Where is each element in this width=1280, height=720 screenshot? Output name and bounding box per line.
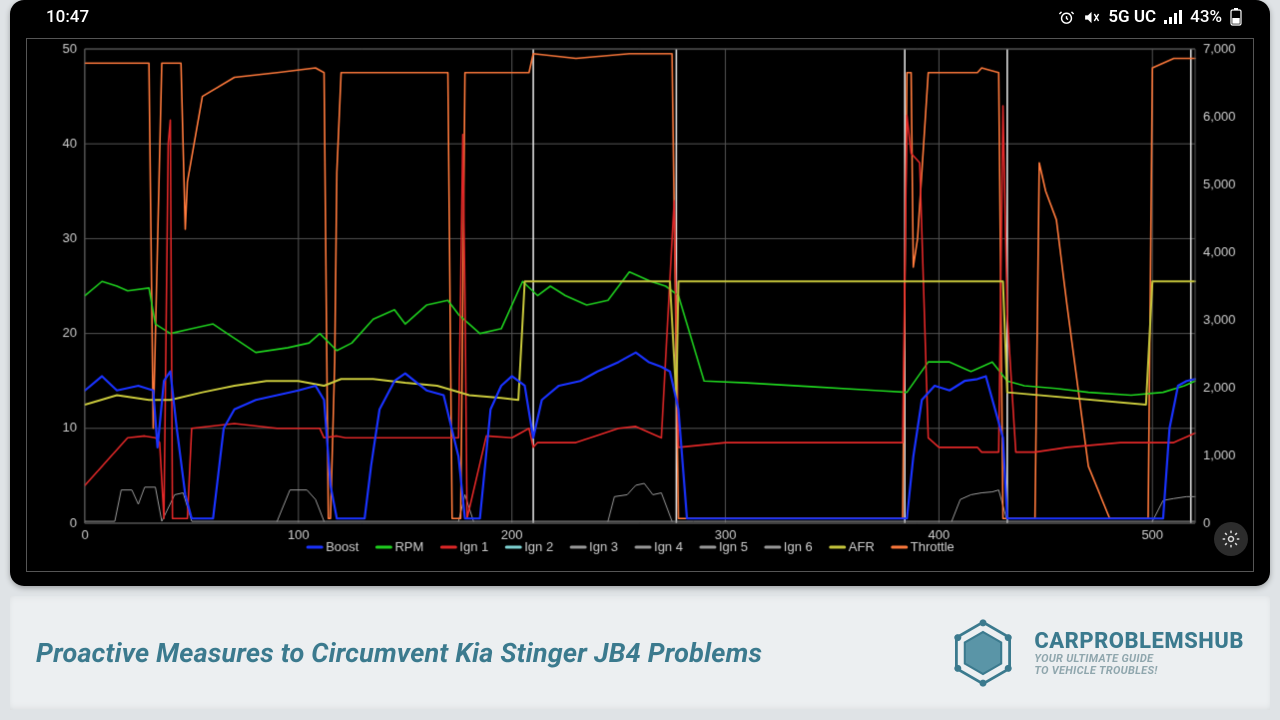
article-banner: Proactive Measures to Circumvent Kia Sti… — [10, 596, 1270, 710]
status-bar: 10:47 5G UC 43% — [10, 0, 1270, 34]
settings-button[interactable] — [1214, 522, 1248, 556]
gear-icon — [1221, 529, 1241, 549]
chart-container — [26, 38, 1254, 572]
brand-name: CARPROBLEMSHUB — [1034, 630, 1244, 653]
mute-icon — [1083, 9, 1100, 26]
status-battery: 43% — [1190, 7, 1222, 27]
status-time: 10:47 — [46, 7, 89, 27]
brand-logo-icon — [948, 618, 1018, 688]
alarm-icon — [1058, 9, 1075, 26]
phone-frame: 10:47 5G UC 43% — [10, 0, 1270, 586]
status-right: 5G UC 43% — [1058, 7, 1242, 27]
brand-block: CARPROBLEMSHUB YOUR ULTIMATE GUIDE TO VE… — [948, 618, 1244, 688]
chart-canvas[interactable] — [27, 39, 1253, 571]
banner-title: Proactive Measures to Circumvent Kia Sti… — [36, 637, 762, 669]
signal-icon — [1164, 10, 1182, 24]
brand-tagline-2: TO VEHICLE TROUBLES! — [1034, 665, 1244, 677]
status-network: 5G UC — [1108, 7, 1156, 27]
brand-tagline-1: YOUR ULTIMATE GUIDE — [1034, 653, 1244, 665]
battery-icon — [1230, 8, 1242, 26]
